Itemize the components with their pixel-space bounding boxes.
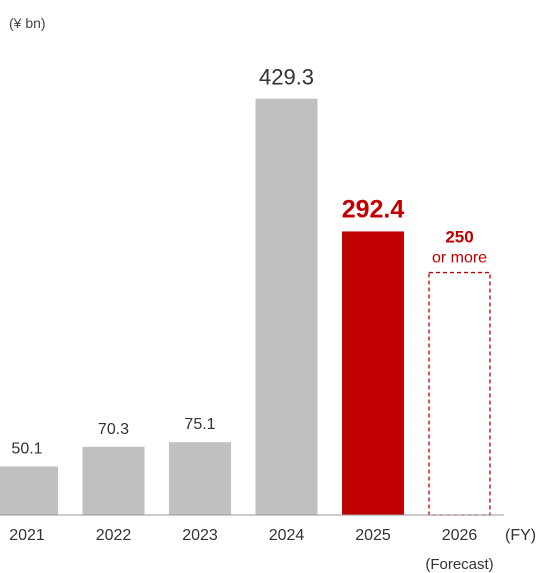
x-tick-note-2026: (Forecast) <box>425 556 493 573</box>
bar-2026 <box>428 271 491 516</box>
bar-2022 <box>82 446 145 515</box>
data-label-2024: 429.3 <box>259 65 314 90</box>
x-tick-2023: 2023 <box>182 527 218 544</box>
data-labels-group: 50.1 70.3 75.1 429.3 292.4 250 or more <box>11 65 487 458</box>
data-label-suffix-2026: or more <box>432 250 487 267</box>
x-tick-2022: 2022 <box>96 527 132 544</box>
data-label-2025: 292.4 <box>342 195 405 223</box>
x-tick-labels-group: 2021 2022 2023 2024 2025 2026 (Forecast) <box>9 527 493 573</box>
x-tick-2024: 2024 <box>269 527 305 544</box>
x-tick-2026: 2026 <box>442 527 478 544</box>
bar-2021 <box>0 466 58 515</box>
bars-group <box>0 98 491 516</box>
x-unit-label: (FY) <box>505 527 536 544</box>
data-label-2021: 50.1 <box>11 440 42 457</box>
data-label-2022: 70.3 <box>98 421 129 438</box>
x-tick-2025: 2025 <box>355 527 391 544</box>
bar-2024 <box>255 98 318 516</box>
y-unit-label: (¥ bn) <box>9 15 46 31</box>
data-label-2023: 75.1 <box>184 416 215 433</box>
bar-2025 <box>342 231 404 515</box>
x-tick-2021: 2021 <box>9 527 45 544</box>
data-label-2026: 250 <box>445 228 473 247</box>
bar-2023 <box>169 442 231 515</box>
